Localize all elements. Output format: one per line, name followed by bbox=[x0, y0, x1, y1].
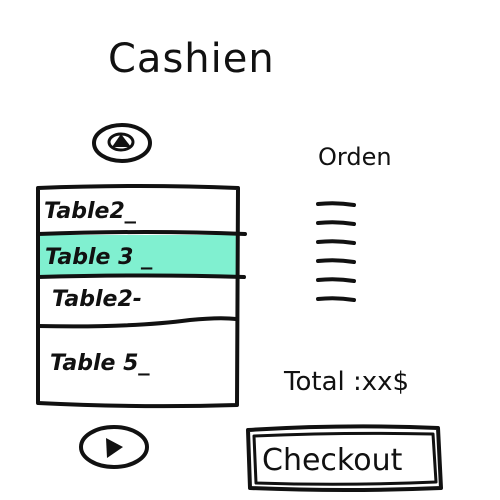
checkout-button[interactable]: Checkout bbox=[246, 424, 443, 492]
scroll-up-button[interactable] bbox=[92, 123, 152, 163]
table-row-label: Table2- bbox=[52, 287, 142, 312]
table-row[interactable]: Table2_ bbox=[44, 199, 137, 224]
order-lines bbox=[316, 201, 356, 302]
order-line-item bbox=[316, 239, 356, 245]
triangle-up-icon bbox=[112, 134, 131, 147]
triangle-down-icon bbox=[106, 438, 123, 458]
app-title: Cashien bbox=[108, 36, 275, 82]
checkout-label: Checkout bbox=[262, 443, 403, 478]
table-row-selected[interactable]: Table 3 _ bbox=[45, 245, 153, 270]
table-row[interactable]: Table2- bbox=[52, 287, 142, 312]
order-line-item bbox=[316, 201, 356, 207]
order-line-item bbox=[316, 277, 356, 283]
table-list: Table2_ Table 3 _ Table2- Table 5_ bbox=[36, 184, 247, 409]
table-row[interactable]: Table 5_ bbox=[50, 351, 150, 376]
table-row-label: Table 5_ bbox=[50, 351, 150, 376]
selected-row-highlight bbox=[40, 235, 238, 276]
table-row-label: Table 3 _ bbox=[45, 245, 153, 270]
order-line-item bbox=[316, 296, 356, 302]
order-total: Total :xx$ bbox=[283, 367, 409, 397]
scroll-down-button[interactable] bbox=[79, 425, 149, 469]
order-line-item bbox=[316, 258, 356, 264]
table-row-label: Table2_ bbox=[44, 199, 137, 224]
order-title: Orden bbox=[318, 143, 392, 171]
order-line-item bbox=[316, 220, 356, 226]
